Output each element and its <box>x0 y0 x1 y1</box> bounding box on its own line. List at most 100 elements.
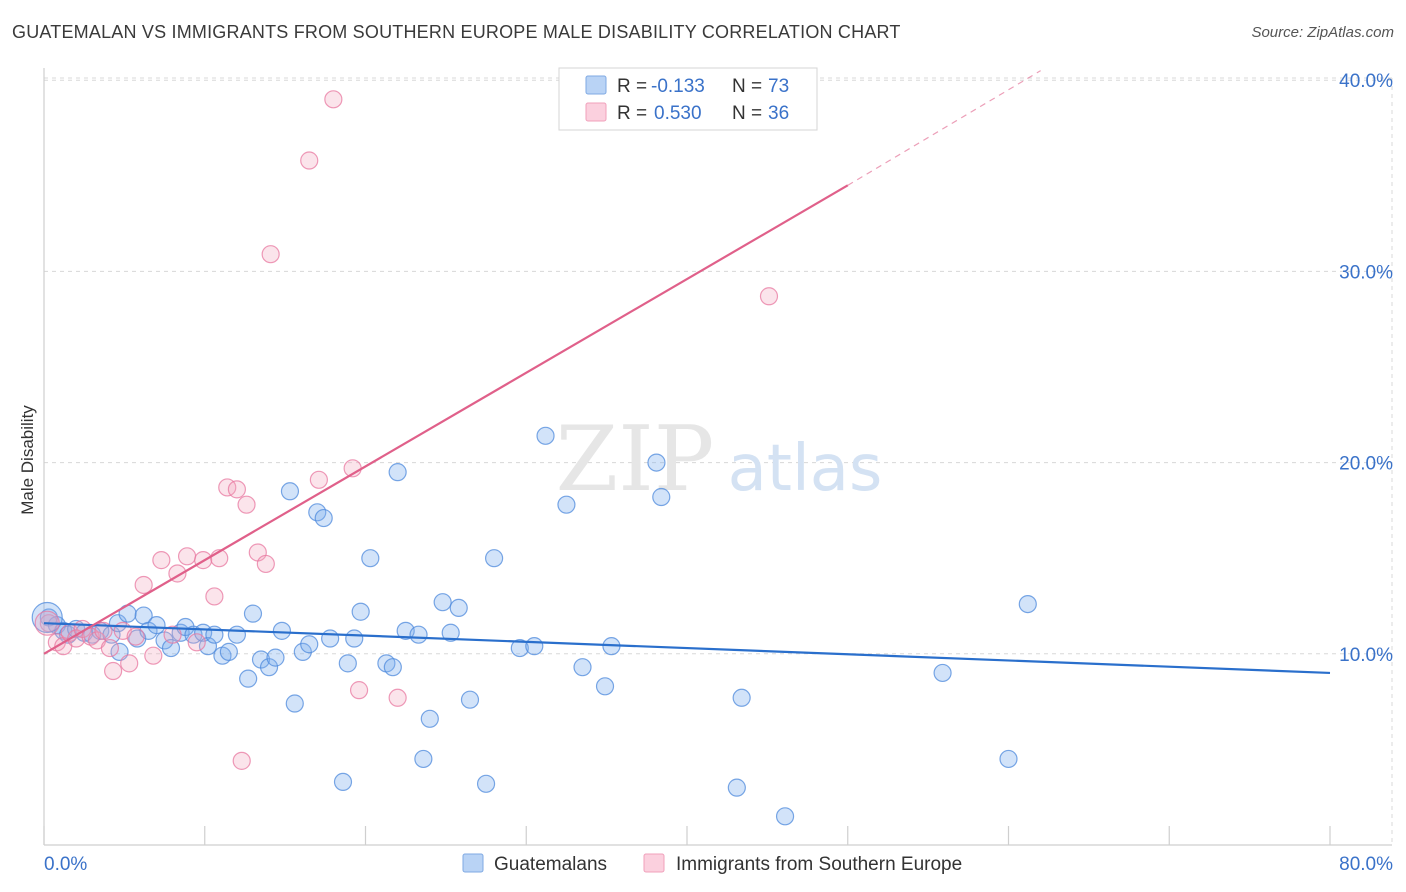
point-guatemalans <box>732 688 751 707</box>
legend-swatch-pink <box>585 102 607 122</box>
point-southern-europe <box>152 551 171 570</box>
point-southern-europe <box>261 245 280 264</box>
series-legend-swatch-pink <box>643 853 665 873</box>
point-southern-europe <box>104 661 123 681</box>
point-guatemalans <box>409 625 428 644</box>
point-southern-europe <box>227 480 246 499</box>
point-southern-europe <box>134 575 153 595</box>
point-southern-europe <box>120 654 139 673</box>
point-guatemalans <box>300 635 319 654</box>
trend-line-guatemalans <box>43 622 1331 675</box>
legend-r-value-1: -0.133 <box>651 76 705 97</box>
point-southern-europe <box>388 688 407 707</box>
point-guatemalans <box>314 508 333 528</box>
point-guatemalans <box>321 629 340 648</box>
stats-legend: R = -0.133 N = 73 R = 0.530 N = 36 <box>558 67 818 131</box>
point-guatemalans <box>536 426 555 445</box>
point-guatemalans <box>272 621 292 640</box>
x-tick-label-start: 0.0% <box>44 854 87 875</box>
point-guatemalans <box>647 453 666 472</box>
legend-r-value-2: 0.530 <box>654 103 702 124</box>
point-southern-europe <box>163 625 182 644</box>
point-guatemalans <box>595 677 615 696</box>
point-guatemalans <box>345 629 364 648</box>
point-guatemalans <box>351 602 370 621</box>
data-points <box>31 90 1037 826</box>
legend-r-label-2: R = <box>617 103 647 124</box>
point-guatemalans <box>227 625 246 644</box>
point-southern-europe <box>237 495 256 514</box>
point-guatemalans <box>383 658 402 677</box>
point-guatemalans <box>485 549 504 568</box>
y-tick-label: 30.0% <box>1339 262 1393 283</box>
point-guatemalans <box>285 694 304 713</box>
point-guatemalans <box>414 749 433 769</box>
source-label: Source: ZipAtlas.com <box>1251 24 1394 41</box>
point-southern-europe <box>177 547 197 566</box>
point-guatemalans <box>775 807 795 826</box>
point-guatemalans <box>420 709 439 728</box>
point-southern-europe <box>324 90 343 109</box>
series-legend-label-2: Immigrants from Southern Europe <box>676 854 962 875</box>
point-southern-europe <box>232 751 251 770</box>
point-southern-europe <box>144 646 163 665</box>
gridlines <box>44 77 1393 845</box>
point-guatemalans <box>198 637 218 656</box>
point-guatemalans <box>557 495 576 514</box>
point-guatemalans <box>239 669 258 688</box>
point-southern-europe <box>256 554 275 574</box>
point-guatemalans <box>999 749 1018 769</box>
legend-n-label-1: N = <box>732 76 762 97</box>
point-guatemalans <box>1018 594 1037 614</box>
point-guatemalans <box>266 648 285 667</box>
point-guatemalans <box>147 616 166 635</box>
legend-r-label-1: R = <box>617 76 647 97</box>
point-southern-europe <box>349 681 369 700</box>
axes <box>43 68 1392 846</box>
point-guatemalans <box>259 658 279 677</box>
series-legend: Guatemalans Immigrants from Southern Eur… <box>462 853 962 875</box>
y-tick-label: 40.0% <box>1339 71 1393 92</box>
series-legend-label-1: Guatemalans <box>494 854 607 875</box>
point-guatemalans <box>510 638 529 658</box>
point-guatemalans <box>338 654 357 673</box>
point-guatemalans <box>243 604 263 623</box>
point-guatemalans <box>933 663 952 683</box>
legend-n-label-2: N = <box>732 103 762 124</box>
series-legend-swatch-blue <box>462 853 484 873</box>
point-guatemalans <box>161 638 181 658</box>
point-southern-europe <box>309 470 328 489</box>
point-guatemalans <box>219 642 238 661</box>
point-southern-europe <box>300 151 319 170</box>
point-guatemalans <box>525 637 544 656</box>
tick-labels: 10.0% 20.0% 30.0% 40.0% 0.0% 80.0% <box>44 71 1393 875</box>
point-guatemalans <box>449 598 468 618</box>
point-guatemalans <box>727 778 746 797</box>
point-guatemalans <box>573 658 592 677</box>
point-southern-europe <box>759 287 779 306</box>
point-guatemalans-cluster <box>31 601 63 634</box>
point-guatemalans <box>476 774 496 793</box>
trend-line-southern-europe <box>43 184 849 655</box>
trend-line-southern-europe-extension <box>847 70 1041 186</box>
x-tick-label-end: 80.0% <box>1339 854 1393 875</box>
watermark: ZIP atlas <box>556 407 883 512</box>
point-southern-europe <box>187 633 206 652</box>
y-tick-label: 10.0% <box>1339 645 1393 666</box>
point-guatemalans <box>388 463 407 482</box>
trend-lines <box>43 70 1331 675</box>
point-guatemalans <box>652 487 671 507</box>
legend-swatch-blue <box>585 75 607 95</box>
point-guatemalans <box>433 593 452 612</box>
y-tick-label: 20.0% <box>1339 454 1393 475</box>
point-guatemalans <box>460 690 480 709</box>
point-guatemalans <box>333 772 353 792</box>
point-southern-europe <box>67 629 86 648</box>
point-guatemalans <box>361 549 380 568</box>
legend-n-value-1: 73 <box>768 76 789 97</box>
chart-title: GUATEMALAN VS IMMIGRANTS FROM SOUTHERN E… <box>12 22 901 42</box>
legend-n-value-2: 36 <box>768 103 789 124</box>
point-southern-europe <box>126 627 145 646</box>
watermark-zip: ZIP <box>556 407 715 512</box>
